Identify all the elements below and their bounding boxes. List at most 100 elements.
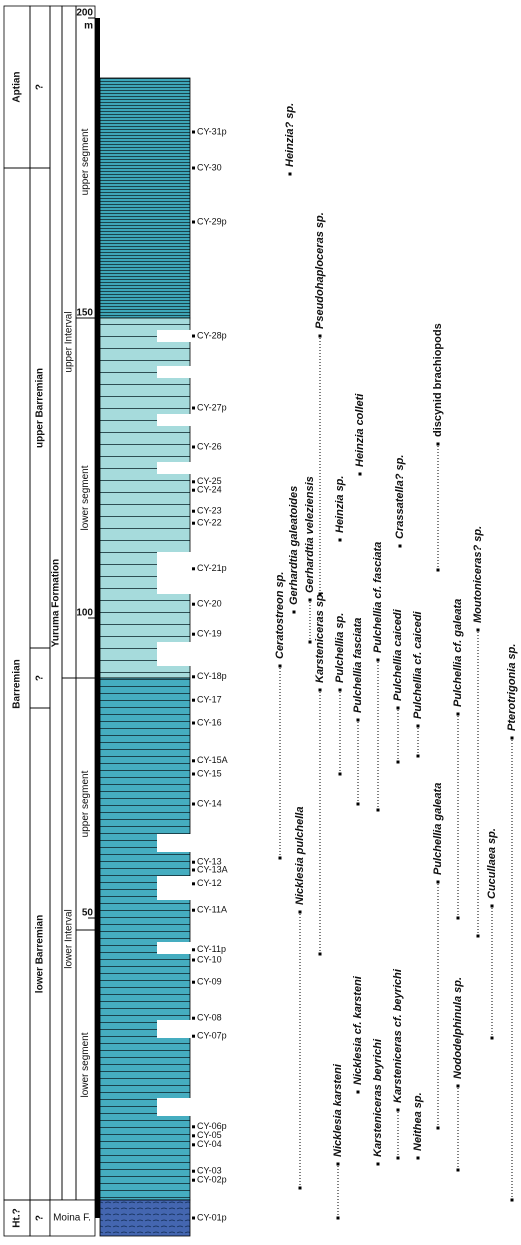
tick-label: 100: [76, 608, 93, 619]
unit-label: upper Barremian: [35, 368, 46, 448]
sample-label: CY-25: [197, 476, 222, 486]
taxon-name: Neithea sp.: [412, 1092, 424, 1151]
sample-marker: [192, 759, 195, 763]
sample-marker: [192, 958, 195, 962]
range-end: [318, 592, 322, 596]
taxon-name: Heinzia sp.: [334, 476, 346, 533]
sample-label: CY-01p: [197, 1212, 227, 1222]
bed-notch: [157, 642, 191, 666]
sample-marker: [192, 1034, 195, 1038]
sample-marker: [192, 1216, 195, 1220]
sample-label: CY-22: [197, 518, 222, 528]
sample-marker: [192, 521, 195, 525]
sample-marker: [192, 860, 195, 864]
range-end: [456, 712, 460, 716]
sample-label: CY-27p: [197, 402, 227, 412]
range-end: [416, 754, 420, 758]
sample-label: CY-15A: [197, 755, 228, 765]
range-end: [298, 910, 302, 914]
taxon-name: Ceratostreon sp.: [274, 572, 286, 659]
sample-label: CY-12: [197, 878, 222, 888]
taxon-name: Pseudohaploceras sp.: [314, 212, 326, 329]
samples: CY-31pCY-30CY-29pCY-28pCY-27pCY-26CY-25C…: [192, 126, 228, 1222]
sample-label: CY-15: [197, 768, 222, 778]
taxon-name: Nicklesia pulchella: [294, 807, 306, 905]
range-end: [396, 1156, 400, 1160]
tick-label: 50: [82, 908, 94, 919]
unit-cell: [49, 1199, 96, 1237]
taxon-name: Pterotrigonia sp.: [506, 644, 518, 731]
bed-notch: [157, 462, 191, 474]
unit-label: ?: [35, 1215, 46, 1221]
unit-label: lower segment: [80, 1032, 91, 1097]
sample-marker: [192, 908, 195, 912]
axis-bar: [95, 18, 100, 1218]
sample-marker: [192, 882, 195, 886]
bed-notch: [157, 834, 191, 852]
range-end: [490, 904, 494, 908]
range-end: [456, 1168, 460, 1172]
bed-set: [99, 677, 191, 1201]
sample-marker: [192, 632, 195, 636]
taxon-name: Karsteniceras sp.: [314, 591, 326, 683]
sample-marker: [192, 1134, 195, 1138]
taxon-name: Cucullaea sp.: [486, 828, 498, 899]
bed-notch: [157, 1020, 191, 1038]
unit-label: upper Interval: [64, 311, 75, 372]
sample-label: CY-11A: [197, 905, 227, 915]
sample-marker: [192, 1178, 195, 1182]
sample-marker: [192, 602, 195, 606]
sample-label: CY-19: [197, 629, 222, 639]
sample-label: CY-28p: [197, 330, 227, 340]
taxon-name: Heinzia? sp.: [284, 103, 296, 167]
lithology: [99, 77, 191, 1237]
sample-label: CY-29p: [197, 216, 227, 226]
bed-notch: [157, 414, 191, 426]
axis-unit: m: [84, 21, 93, 32]
sample-label: CY-24: [197, 485, 222, 495]
range-end: [308, 598, 312, 602]
range-end: [490, 1036, 494, 1040]
range-end: [436, 1126, 440, 1130]
range-end: [318, 688, 322, 692]
sample-label: CY-23: [197, 506, 222, 516]
range-end: [338, 688, 342, 692]
range-end: [476, 934, 480, 938]
range-end: [308, 640, 312, 644]
unit-label: lower Barremian: [35, 915, 46, 993]
sample-label: CY-31p: [197, 126, 227, 136]
taxon-name: Karsteniceras cf. beyrichi: [392, 968, 404, 1103]
range-end: [338, 772, 342, 776]
taxon-name: Nicklesia karsteni: [332, 1063, 344, 1157]
taxon-name: Pulchellia galeata: [432, 783, 444, 875]
sample-label: CY-02p: [197, 1175, 227, 1185]
bed-notch: [157, 876, 191, 900]
sample-label: CY-14: [197, 798, 222, 808]
range-end: [338, 538, 342, 542]
taxon-name: Pulchellia sp.: [334, 613, 346, 683]
sample-marker: [192, 675, 195, 679]
bed-notch: [157, 366, 191, 378]
range-end: [396, 760, 400, 764]
taxon-name: Pulchellia cf. caicedi: [412, 610, 424, 719]
sample-label: CY-13: [197, 857, 222, 867]
sample-marker: [192, 868, 195, 872]
sample-marker: [192, 1016, 195, 1020]
sample-label: CY-21p: [197, 563, 227, 573]
range-end: [356, 718, 360, 722]
tick-label: 150: [76, 308, 93, 319]
sample-label: CY-05: [197, 1130, 222, 1140]
unit-label: upper segment: [80, 770, 91, 837]
range-end: [476, 628, 480, 632]
sample-label: CY-04: [197, 1139, 222, 1149]
range-end: [456, 1084, 460, 1088]
range-end: [318, 334, 322, 338]
taxon-name: Nododelphinula sp.: [452, 977, 464, 1079]
sample-label: CY-09: [197, 977, 222, 987]
bed-notch: [157, 1098, 191, 1116]
bed-notch: [157, 942, 191, 954]
unit-label: Moina F.: [53, 1213, 91, 1224]
sample-label: CY-06p: [197, 1121, 227, 1131]
tick-label: 200: [76, 8, 93, 19]
range-end: [288, 172, 292, 176]
